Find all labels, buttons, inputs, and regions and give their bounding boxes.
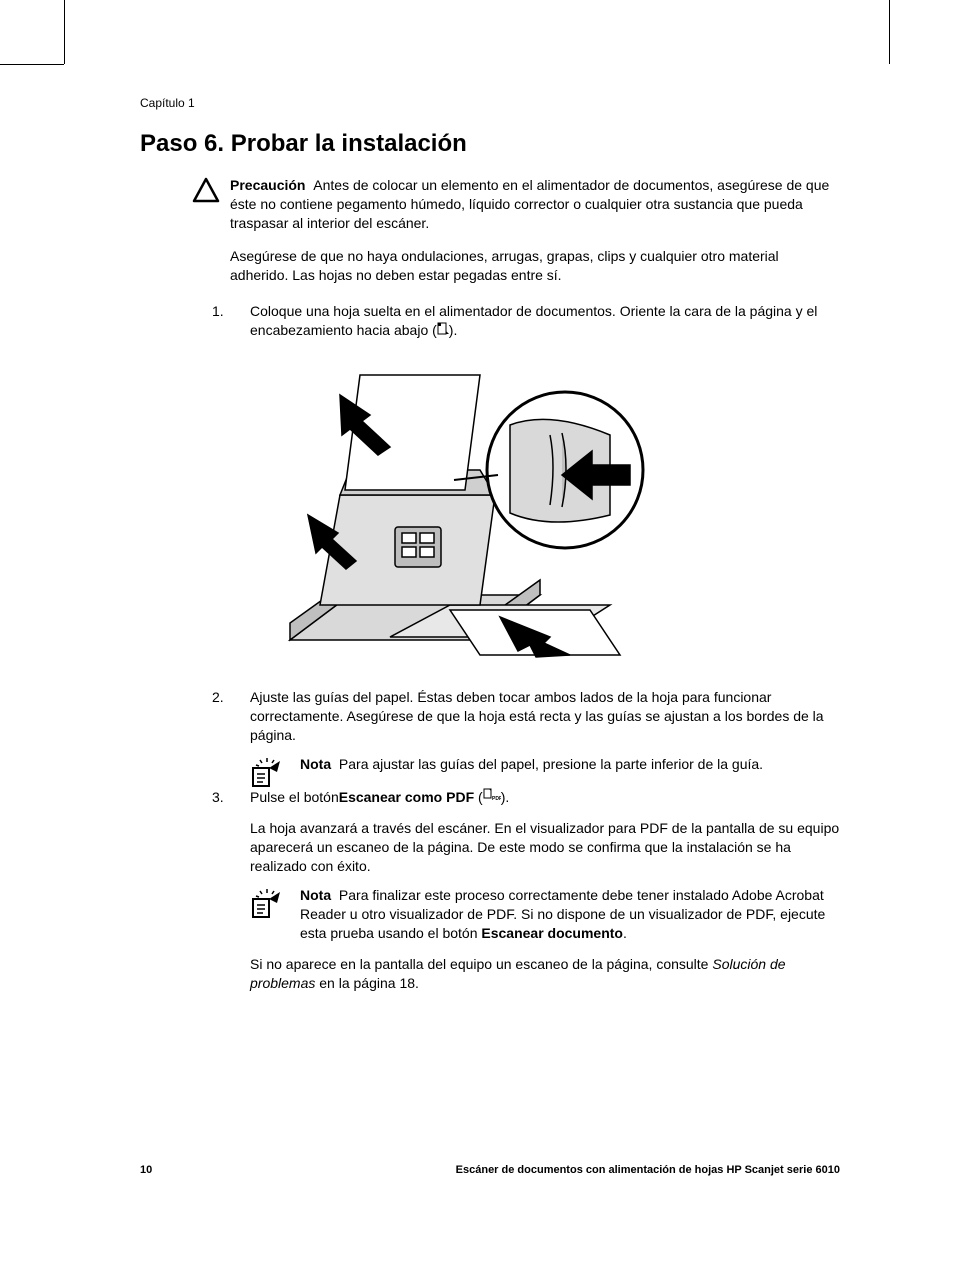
crop-mark bbox=[64, 0, 65, 64]
step-3-closing: Si no aparece en la pantalla del equipo … bbox=[250, 955, 840, 993]
caution-label: Precaución bbox=[230, 177, 305, 193]
page-content: Capítulo 1 Paso 6. Probar la instalación… bbox=[140, 96, 840, 1006]
step-2-text: Ajuste las guías del papel. Éstas deben … bbox=[250, 689, 824, 743]
note-body-b: . bbox=[623, 925, 627, 941]
caution-block: Precaución Antes de colocar un elemento … bbox=[230, 176, 840, 233]
caution-body: Antes de colocar un elemento en el alime… bbox=[230, 177, 829, 231]
step-3-prefix: Pulse el botón bbox=[250, 789, 339, 805]
scan-doc-bold: Escanear documento bbox=[481, 925, 623, 941]
step-1-text-b: ). bbox=[449, 322, 458, 338]
closing-a: Si no aparece en la pantalla del equipo … bbox=[250, 956, 712, 972]
caution-icon bbox=[192, 176, 220, 209]
page-title: Paso 6. Probar la instalación bbox=[140, 130, 840, 158]
step-3-after-icon: ). bbox=[501, 789, 510, 805]
step-3-note: Nota Para finalizar este proceso correct… bbox=[250, 886, 840, 943]
scanner-figure bbox=[250, 355, 840, 670]
product-name: Escáner de documentos con alimentación d… bbox=[456, 1164, 840, 1176]
crop-mark bbox=[889, 0, 890, 64]
svg-text:PDF: PDF bbox=[492, 796, 501, 802]
caution-followup: Asegúrese de que no haya ondulaciones, a… bbox=[230, 247, 840, 285]
note-label: Nota bbox=[300, 756, 331, 772]
step-2-note: Nota Para ajustar las guías del papel, p… bbox=[250, 755, 840, 774]
caution-text: Precaución Antes de colocar un elemento … bbox=[230, 176, 840, 233]
steps-list: Coloque una hoja suelta en el alimentado… bbox=[140, 302, 840, 992]
step-3-between: ( bbox=[474, 789, 483, 805]
note-body: Para ajustar las guías del papel, presio… bbox=[339, 756, 763, 772]
document-page: Capítulo 1 Paso 6. Probar la instalación… bbox=[0, 0, 954, 1272]
step-2: Ajuste las guías del papel. Éstas deben … bbox=[212, 688, 840, 774]
crop-mark bbox=[0, 64, 64, 65]
note-label: Nota bbox=[300, 887, 331, 903]
page-number: 10 bbox=[140, 1164, 152, 1176]
page-footer: 10 Escáner de documentos con alimentació… bbox=[140, 1164, 840, 1176]
closing-b: en la página 18. bbox=[315, 975, 419, 991]
page-orientation-icon bbox=[437, 323, 449, 339]
chapter-label: Capítulo 1 bbox=[140, 96, 840, 110]
step-1: Coloque una hoja suelta en el alimentado… bbox=[212, 302, 840, 670]
step-3: Pulse el botónEscanear como PDF ( PDF). L… bbox=[212, 788, 840, 993]
scan-to-pdf-icon: PDF bbox=[483, 789, 501, 805]
scan-pdf-bold: Escanear como PDF bbox=[339, 789, 474, 805]
step-1-text-a: Coloque una hoja suelta en el alimentado… bbox=[250, 303, 817, 338]
lightbulb-note-icon bbox=[250, 886, 284, 925]
step-3-para2: La hoja avanzará a través del escáner. E… bbox=[250, 819, 840, 876]
